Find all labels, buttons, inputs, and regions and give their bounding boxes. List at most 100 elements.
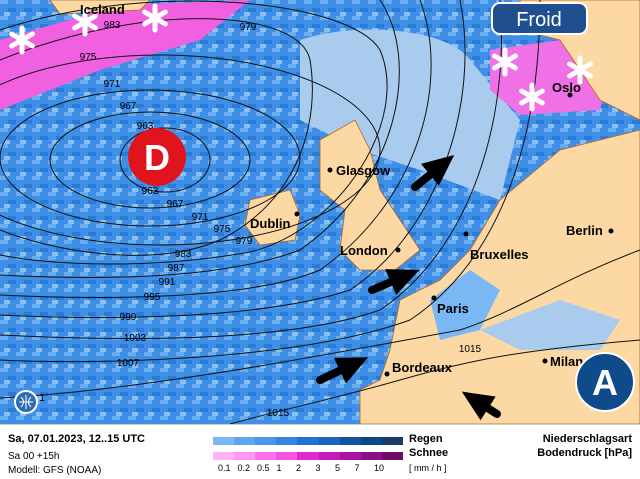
pressure-label: Bodendruck [hPa] (537, 447, 632, 459)
scale-swatch (276, 437, 298, 445)
isobar-label: 1015 (267, 408, 290, 419)
snowflake-icon (72, 7, 98, 37)
snowflake-icon (142, 3, 168, 33)
dry-area (300, 29, 520, 200)
weather-map: 9639639679679719719759759799799839839879… (0, 0, 640, 424)
scale-swatch (318, 437, 340, 445)
city-label: Bruxelles (470, 247, 529, 262)
city-label: Berlin (566, 223, 603, 238)
scale-swatch (234, 452, 256, 460)
scale-tick: 0.2 (237, 463, 251, 473)
scale-swatch (213, 452, 235, 460)
city-dot (384, 371, 390, 377)
city-london: London (340, 243, 401, 258)
isobar-label: 975 (214, 224, 231, 235)
city-bordeaux: Bordeaux (384, 360, 453, 377)
isobar-label: 1 (39, 393, 45, 404)
snow-label: Schnee (409, 447, 449, 459)
city-label: Bordeaux (392, 360, 453, 375)
legend: Sa, 07.01.2023, 12..15 UTC Sa 00 +15h Mo… (0, 424, 640, 479)
scale-tick: 10 (374, 463, 385, 473)
isobar-label: 983 (104, 20, 121, 31)
scale-swatch (213, 437, 235, 445)
forecast-run: Sa 00 +15h (8, 451, 60, 462)
low-pressure-marker: D (128, 128, 186, 186)
scale-swatch (339, 437, 361, 445)
high-letter: A (592, 362, 618, 403)
froid-badge: Froid (491, 2, 588, 35)
scale-tick: 0.1 (218, 463, 231, 473)
city-dot (542, 358, 548, 364)
scale-tick: 5 (335, 463, 341, 473)
city-label: London (340, 243, 388, 258)
scale-swatch (297, 452, 319, 460)
scale-swatch (318, 452, 340, 460)
scale-swatch (360, 437, 382, 445)
scale-swatch (339, 452, 361, 460)
scale-tick: 1 (276, 463, 282, 473)
city-dot (608, 228, 614, 234)
wind-arrow-icon (316, 357, 369, 384)
scale-swatch (255, 437, 277, 445)
city-label: Milan (550, 354, 583, 369)
city-bruxelles: Bruxelles (463, 231, 529, 262)
forecast-date: Sa, 07.01.2023, 12..15 UTC (8, 433, 145, 445)
city-iceland: Iceland (80, 2, 125, 17)
isobar-label: 987 (168, 263, 185, 274)
precip-type-label: Niederschlagsart (542, 433, 632, 445)
isobar-label: 999 (120, 312, 137, 323)
scale-tick: 7 (354, 463, 360, 473)
isobar-label: 975 (80, 52, 97, 63)
model-name: Modell: GFS (NOAA) (8, 465, 102, 476)
scale-tick: 0.5 (257, 463, 270, 473)
city-glasgow: Glasgow (327, 163, 391, 178)
snow-band-iceland (0, 0, 250, 110)
high-pressure-marker: A (575, 352, 635, 412)
alps-area (480, 300, 620, 350)
scale-swatch (381, 437, 403, 445)
rain-label: Regen (409, 433, 443, 445)
city-dot (567, 92, 573, 98)
wind-arrow-icon (411, 155, 455, 191)
isobar-label: 967 (167, 199, 184, 210)
scale-swatch (234, 437, 256, 445)
city-dublin: Dublin (250, 211, 300, 231)
snowflake-icon (492, 47, 518, 77)
snowflake-icon (9, 25, 35, 55)
city-dot (294, 211, 300, 217)
globe-icon[interactable] (14, 390, 38, 414)
isobar-label: 963 (142, 186, 159, 197)
wind-arrow-icon (461, 391, 501, 421)
scale-swatch (276, 452, 298, 460)
isobar-label: 979 (236, 236, 253, 247)
isobars (0, 0, 640, 424)
low-letter: D (144, 137, 170, 178)
isobar-label: 979 (240, 22, 257, 33)
unit-label: [ mm / h ] (409, 463, 447, 473)
scale-swatch (297, 437, 319, 445)
rain-france (430, 270, 500, 340)
isobar-label: 1003 (124, 333, 147, 344)
rain-color-scale (213, 437, 403, 445)
city-dot (463, 231, 469, 237)
snowflake-icon (519, 82, 545, 112)
city-label: Paris (437, 301, 469, 316)
city-dot (327, 167, 333, 173)
scale-tick: 3 (315, 463, 321, 473)
city-dot (395, 247, 401, 253)
isobar-label: 971 (104, 79, 121, 90)
city-label: Iceland (80, 2, 125, 17)
city-label: Dublin (250, 216, 290, 231)
city-dot (431, 295, 437, 301)
scale-tick: 2 (296, 463, 302, 473)
isobar-label: 971 (192, 212, 209, 223)
snow-color-scale (213, 452, 403, 460)
city-oslo: Oslo (552, 80, 581, 98)
city-paris: Paris (431, 295, 469, 316)
scale-swatch (381, 452, 403, 460)
scale-swatch (360, 452, 382, 460)
city-berlin: Berlin (566, 223, 614, 238)
city-label: Glasgow (336, 163, 391, 178)
isobar-label: 995 (144, 292, 161, 303)
isobar-label: 991 (159, 277, 176, 288)
